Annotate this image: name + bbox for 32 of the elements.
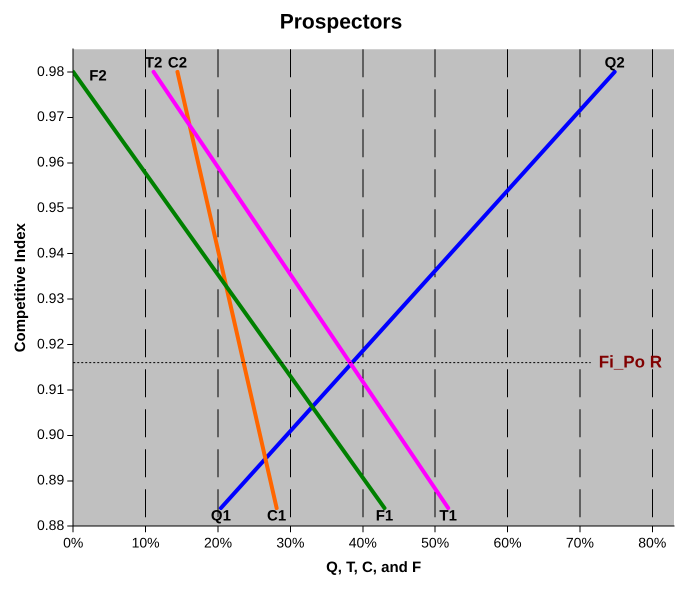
y-tick-label: 0.98 [37, 62, 64, 79]
annotation: F1 [376, 508, 394, 525]
x-tick-label: 20% [204, 534, 232, 550]
y-tick-label: 0.91 [37, 380, 64, 397]
y-tick-label: 0.94 [37, 244, 64, 260]
y-tick-label: 0.92 [37, 335, 64, 352]
annotation: Q1 [210, 508, 231, 525]
x-tick-label: 80% [638, 534, 666, 550]
x-tick-label: 10% [132, 534, 160, 550]
y-axis-title: Competitive Index [12, 222, 30, 352]
chart-title: Prospectors [280, 10, 402, 34]
x-tick-label: 60% [494, 534, 522, 550]
annotation: T1 [439, 508, 457, 525]
y-tick-label: 0.89 [37, 472, 64, 488]
ref-line-label: Fi_Po R [598, 352, 662, 372]
y-tick-label: 0.88 [37, 517, 64, 534]
x-tick-label: 70% [566, 534, 594, 550]
x-tick-label: 30% [276, 534, 304, 550]
x-tick-label: 50% [421, 534, 450, 550]
y-tick-label: 0.95 [37, 199, 64, 216]
y-tick-label: 0.96 [37, 154, 64, 170]
y-tick-label: 0.90 [37, 426, 64, 442]
y-tick-label: 0.97 [37, 108, 64, 124]
annotation: C1 [267, 508, 286, 525]
annotation: C2 [168, 54, 188, 72]
annotation: T2 [144, 54, 162, 72]
x-tick-label: 40% [348, 534, 377, 550]
y-tick-label: 0.93 [37, 290, 64, 306]
annotation: F2 [89, 68, 107, 85]
annotation: Q2 [604, 54, 625, 72]
x-tick-label: 0% [63, 534, 84, 550]
x-axis-title: Q, T, C, and F [326, 559, 422, 576]
